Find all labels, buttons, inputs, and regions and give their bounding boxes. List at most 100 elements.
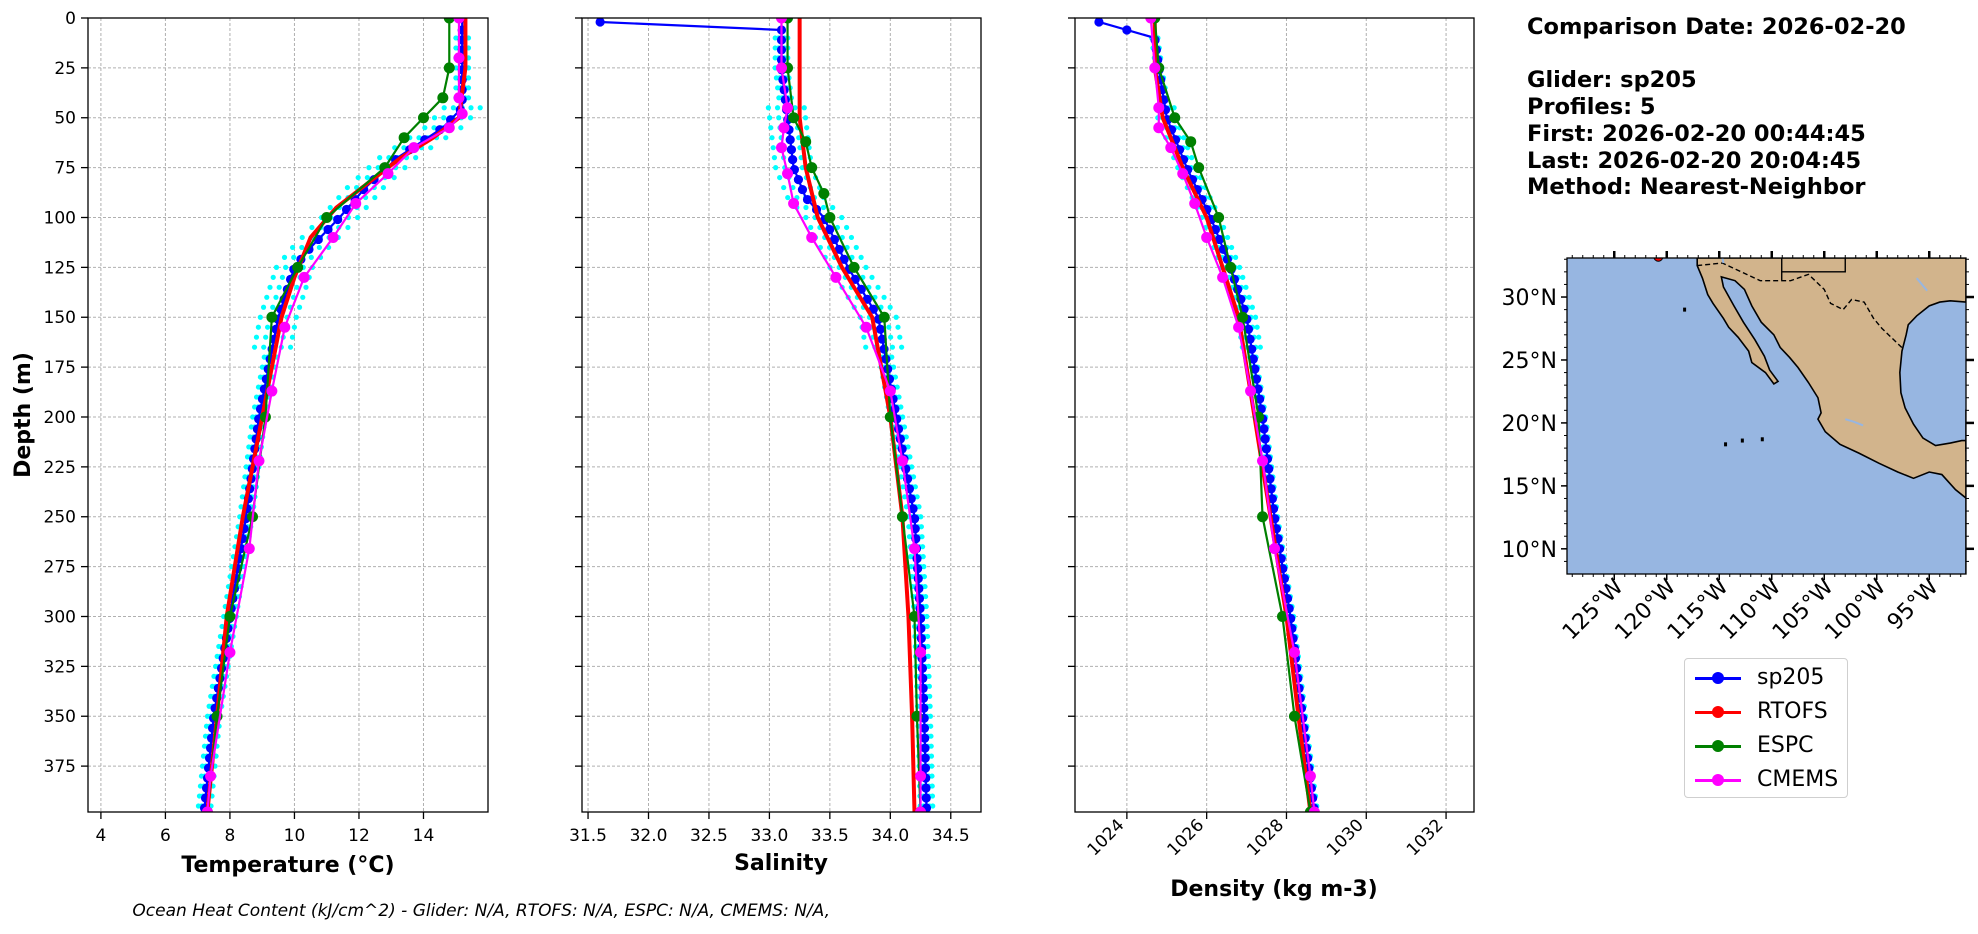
legend-marker-espc — [1712, 740, 1724, 752]
glider-profile-dot — [928, 723, 934, 729]
glider-profile-dot — [413, 155, 419, 161]
glider-profile-dot — [890, 364, 897, 370]
series-marker-sp205 — [1266, 484, 1276, 494]
glider-profile-dot — [930, 803, 936, 809]
glider-profile-dot — [441, 105, 447, 111]
glider-profile-dot — [881, 294, 887, 300]
y-tick-label: 50 — [54, 109, 76, 129]
series-marker-sp205 — [916, 623, 926, 634]
series-marker-cmems — [1308, 806, 1320, 812]
series-group — [595, 18, 932, 812]
glider-profile-dot — [919, 544, 926, 550]
glider-profile-dot — [921, 564, 927, 570]
glider-location-marker — [1653, 258, 1664, 262]
state-line-nm-tx — [1781, 258, 1846, 273]
river — [1915, 277, 1928, 292]
series-marker-espc — [266, 311, 278, 323]
series-marker-sp205 — [1267, 494, 1277, 504]
series-marker-cmems — [1177, 168, 1189, 180]
series-marker-cmems — [224, 646, 236, 658]
series-marker-sp205 — [1264, 464, 1274, 474]
glider-profile-dot — [808, 224, 814, 231]
series-marker-espc — [1237, 311, 1249, 323]
glider-profile-dot — [391, 174, 397, 181]
series-marker-sp205 — [920, 753, 930, 763]
glider-profile-dot — [257, 314, 263, 320]
series-marker-sp205 — [919, 723, 930, 733]
glider-profile-dot — [892, 374, 898, 380]
glider-profile-dot — [264, 294, 270, 300]
glider-profile-dot — [928, 733, 934, 739]
glider-profile-dot — [355, 174, 361, 181]
series-marker-sp205 — [916, 633, 926, 644]
y-tick-label: 325 — [44, 657, 76, 677]
island — [1740, 438, 1744, 443]
glider-profile-dot — [920, 554, 926, 560]
series-marker-sp205 — [341, 204, 352, 215]
series-marker-cmems — [1165, 142, 1177, 154]
series-marker-sp205 — [1247, 344, 1257, 354]
glider-profile-dot — [918, 524, 924, 530]
series-marker-sp205 — [825, 224, 835, 235]
series-marker-cmems — [915, 770, 927, 782]
glider-profile-dot — [768, 125, 774, 131]
glider-profile-dot — [914, 494, 920, 500]
glider-profile-dot — [1240, 274, 1246, 280]
glider-profile-dot — [309, 224, 315, 231]
glider-profile-dot — [355, 214, 361, 221]
glider-profile-dot — [1189, 155, 1195, 161]
series-line-cmems — [780, 18, 922, 812]
comparison-date: Comparison Date: 2026-02-20 — [1527, 14, 1906, 40]
glider-profile-dot — [279, 274, 286, 280]
series-marker-espc — [824, 211, 836, 223]
glider-profile-dot — [924, 613, 930, 620]
series-marker-espc — [321, 211, 333, 223]
glider-profile-dot — [441, 115, 447, 121]
glider-profile-dot — [1254, 324, 1260, 330]
series-marker-cmems — [443, 122, 455, 134]
series-marker-cmems — [266, 385, 278, 397]
glider-name: Glider: sp205 — [1527, 67, 1697, 94]
glider-profile-dot — [771, 155, 778, 161]
glider-profile-dot — [901, 424, 908, 430]
series-marker-espc — [848, 261, 860, 273]
series-marker-sp205 — [862, 294, 872, 304]
series-marker-cmems — [453, 92, 465, 104]
series-marker-cmems — [909, 543, 920, 555]
series-marker-sp205 — [788, 155, 798, 165]
glider-profile-dot — [926, 673, 932, 679]
series-marker-cmems — [1201, 231, 1213, 243]
series-marker-sp205 — [856, 284, 866, 294]
profile-count: Profiles: 5 — [1527, 94, 1656, 121]
map-lat-label: 10°N — [1502, 538, 1557, 563]
y-tick-label: 250 — [44, 508, 76, 528]
x-tick-label: 14 — [413, 826, 435, 846]
glider-profile-dot — [769, 135, 775, 141]
density-axis-label: Density (kg m-3) — [1170, 877, 1378, 902]
series-marker-cmems — [1304, 770, 1316, 782]
series-marker-cmems — [1269, 543, 1280, 555]
series-marker-espc — [884, 411, 896, 423]
plot-frame — [87, 17, 489, 813]
y-tick-label: 0 — [65, 9, 76, 29]
glider-profile-dot — [299, 244, 305, 251]
info-panel: Comparison Date: 2026-02-20 Glider: sp20… — [1527, 14, 1906, 201]
series-marker-sp205 — [839, 254, 849, 264]
last-time: Last: 2026-02-20 20:04:45 — [1527, 147, 1862, 174]
glider-profile-dot — [289, 244, 296, 251]
glider-profile-dot — [830, 204, 836, 211]
glider-profile-dot — [925, 653, 931, 659]
glider-profile-dot — [889, 344, 896, 350]
glider-profile-dot — [1249, 304, 1255, 310]
map-frame — [1566, 257, 1967, 575]
glider-profile-dot — [927, 703, 933, 709]
series-marker-espc — [806, 162, 818, 174]
glider-profile-dot — [402, 165, 408, 171]
ocean-heat-content-note: Ocean Heat Content (kJ/cm^2) - Glider: N… — [132, 901, 830, 921]
legend-label-sp205: sp205 — [1757, 665, 1825, 690]
glider-profile-dot — [422, 125, 428, 131]
series-marker-cmems — [915, 806, 927, 812]
series-marker-cmems — [860, 321, 872, 333]
salinity-axis-label: Salinity — [734, 851, 828, 876]
glider-profile-dot — [922, 583, 928, 590]
